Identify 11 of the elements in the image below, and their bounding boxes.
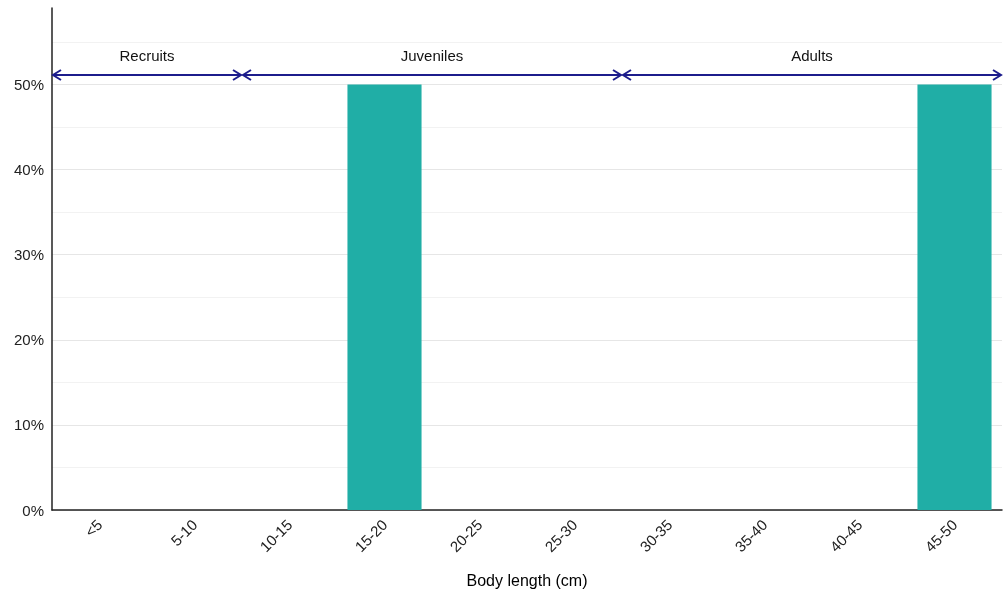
y-tick-label: 20% bbox=[13, 331, 44, 349]
annotation: Juveniles bbox=[400, 47, 464, 64]
annotation: Adults bbox=[791, 47, 833, 64]
y-tick-label: 10% bbox=[13, 416, 44, 434]
y-tick-label: 30% bbox=[13, 246, 44, 264]
y-tick-label: 0% bbox=[22, 501, 44, 519]
x-tick-label: <5 bbox=[81, 515, 106, 541]
x-axis-title: Body length (cm) bbox=[466, 571, 588, 589]
annotation: Recruits bbox=[119, 47, 175, 64]
y-tick-label: 40% bbox=[13, 161, 44, 179]
y-tick-label: 50% bbox=[13, 76, 44, 94]
